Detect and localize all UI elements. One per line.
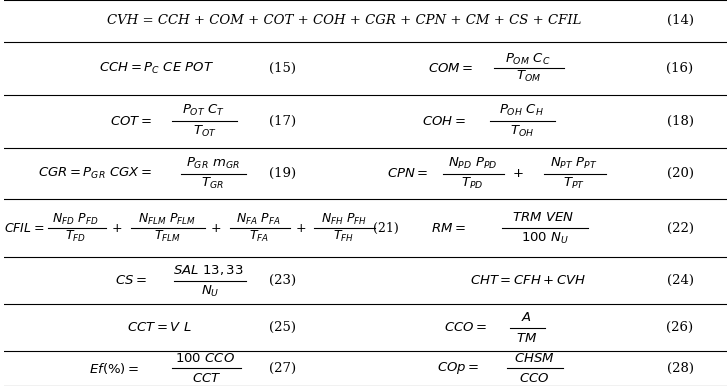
Text: (21): (21) <box>373 222 399 235</box>
Text: $\mathit{T_{FLM}}$: $\mathit{T_{FLM}}$ <box>153 229 180 245</box>
Text: $\mathit{RM} =$: $\mathit{RM} =$ <box>431 222 466 235</box>
Text: $\mathit{T_{GR}}$: $\mathit{T_{GR}}$ <box>201 176 224 192</box>
Text: $\mathit{N_{FA}}\ \mathit{P_{FA}}$: $\mathit{N_{FA}}\ \mathit{P_{FA}}$ <box>236 212 281 228</box>
Text: $\mathit{N_{FD}}\ \mathit{P_{FD}}$: $\mathit{N_{FD}}\ \mathit{P_{FD}}$ <box>52 212 98 228</box>
Text: (24): (24) <box>667 274 694 287</box>
Text: (20): (20) <box>667 167 694 180</box>
Text: $\mathit{T_{FD}}$: $\mathit{T_{FD}}$ <box>65 229 86 245</box>
Text: (14): (14) <box>667 14 694 27</box>
Text: $\mathit{A}$: $\mathit{A}$ <box>521 311 531 324</box>
Text: (16): (16) <box>667 62 694 75</box>
Text: $\mathit{SAL}\ \mathit{13,33}$: $\mathit{SAL}\ \mathit{13,33}$ <box>173 263 244 277</box>
Text: $\mathit{CHSM}$: $\mathit{CHSM}$ <box>514 351 555 365</box>
Text: (28): (28) <box>667 362 694 375</box>
Text: $\mathit{TRM}\ \mathit{VEN}$: $\mathit{TRM}\ \mathit{VEN}$ <box>512 211 574 224</box>
Text: $\mathit{P_{OM}}\ \mathit{C_C}$: $\mathit{P_{OM}}\ \mathit{C_C}$ <box>505 52 551 67</box>
Text: $\mathit{T_{OT}}$: $\mathit{T_{OT}}$ <box>193 124 217 139</box>
Text: $\mathit{TM}$: $\mathit{TM}$ <box>515 332 537 344</box>
Text: $\mathit{COM} =$: $\mathit{COM} =$ <box>428 62 473 75</box>
Text: $\mathit{CGR} = \mathit{P_{GR}}\ \mathit{CGX} =$: $\mathit{CGR} = \mathit{P_{GR}}\ \mathit… <box>38 166 152 181</box>
Text: (26): (26) <box>667 321 694 334</box>
Text: $+$: $+$ <box>512 167 523 180</box>
Text: $\mathit{CCH} = \mathit{P_C}\ \mathit{CE}\ \mathit{POT}$: $\mathit{CCH} = \mathit{P_C}\ \mathit{CE… <box>99 61 214 76</box>
Text: $\mathit{CHT} = \mathit{CFH} + \mathit{CVH}$: $\mathit{CHT} = \mathit{CFH} + \mathit{C… <box>470 274 587 287</box>
Text: $\mathit{COT} =$: $\mathit{COT} =$ <box>110 115 152 128</box>
Text: $+$: $+$ <box>111 222 122 235</box>
Text: $\mathit{N_{PD}}\ \mathit{P_{PD}}$: $\mathit{N_{PD}}\ \mathit{P_{PD}}$ <box>448 156 497 171</box>
Text: (23): (23) <box>269 274 296 287</box>
Text: $\mathit{T_{FA}}$: $\mathit{T_{FA}}$ <box>249 229 269 245</box>
Text: $\mathit{T_{FH}}$: $\mathit{T_{FH}}$ <box>334 229 355 245</box>
Text: $\mathit{CCO} =$: $\mathit{CCO} =$ <box>443 321 487 334</box>
Text: $\mathit{100}\ \mathit{CCO}$: $\mathit{100}\ \mathit{CCO}$ <box>175 351 236 365</box>
Text: $\mathit{N_U}$: $\mathit{N_U}$ <box>201 284 220 299</box>
Text: $\mathit{CCT}$: $\mathit{CCT}$ <box>192 372 222 385</box>
Text: $\mathit{N_{PT}}\ \mathit{P_{PT}}$: $\mathit{N_{PT}}\ \mathit{P_{PT}}$ <box>550 156 598 171</box>
Text: $\mathit{P_{GR}}\ \mathit{m_{GR}}$: $\mathit{P_{GR}}\ \mathit{m_{GR}}$ <box>185 156 239 171</box>
Text: $\mathit{CPN} =$: $\mathit{CPN} =$ <box>387 167 428 180</box>
Text: $\mathit{COp} =$: $\mathit{COp} =$ <box>437 360 479 377</box>
Text: $\mathit{N_{FH}}\ \mathit{P_{FH}}$: $\mathit{N_{FH}}\ \mathit{P_{FH}}$ <box>321 212 367 228</box>
Text: $\mathit{COH} =$: $\mathit{COH} =$ <box>422 115 466 128</box>
Text: $\mathit{CCT} = \mathit{V}\ \mathit{L}$: $\mathit{CCT} = \mathit{V}\ \mathit{L}$ <box>127 321 192 334</box>
Text: $\mathit{100}\ \mathit{N_U}$: $\mathit{100}\ \mathit{N_U}$ <box>521 231 569 247</box>
Text: $+$: $+$ <box>210 222 221 235</box>
Text: (17): (17) <box>269 115 296 128</box>
Text: (15): (15) <box>269 62 296 75</box>
Text: $\mathit{P_{OH}}\ \mathit{C_H}$: $\mathit{P_{OH}}\ \mathit{C_H}$ <box>499 103 544 118</box>
Text: $\mathit{CFIL} =$: $\mathit{CFIL} =$ <box>4 222 45 235</box>
Text: $\mathit{T_{PT}}$: $\mathit{T_{PT}}$ <box>563 176 585 192</box>
Text: (22): (22) <box>667 222 694 235</box>
Text: $\mathit{T_{OH}}$: $\mathit{T_{OH}}$ <box>510 124 534 139</box>
Text: $\mathit{T_{PD}}$: $\mathit{T_{PD}}$ <box>462 176 483 192</box>
Text: $+$: $+$ <box>295 222 306 235</box>
Text: $\mathit{N_{FLM}}\ \mathit{P_{FLM}}$: $\mathit{N_{FLM}}\ \mathit{P_{FLM}}$ <box>138 212 196 228</box>
Text: $\mathit{P_{OT}}\ \mathit{C_T}$: $\mathit{P_{OT}}\ \mathit{C_T}$ <box>182 103 225 118</box>
Text: $\mathit{Ef}(\%) =$: $\mathit{Ef}(\%) =$ <box>89 361 140 376</box>
Text: (19): (19) <box>269 167 296 180</box>
Text: $\mathit{T_{OM}}$: $\mathit{T_{OM}}$ <box>515 69 541 84</box>
Text: $\mathit{CCO}$: $\mathit{CCO}$ <box>519 372 550 385</box>
Text: (27): (27) <box>269 362 296 375</box>
Text: (18): (18) <box>667 115 694 128</box>
Text: $\mathit{CS} =$: $\mathit{CS} =$ <box>115 274 147 287</box>
Text: CVH = CCH + COM + COT + COH + CGR + CPN + CM + CS + CFIL: CVH = CCH + COM + COT + COH + CGR + CPN … <box>107 14 581 27</box>
Text: (25): (25) <box>269 321 296 334</box>
